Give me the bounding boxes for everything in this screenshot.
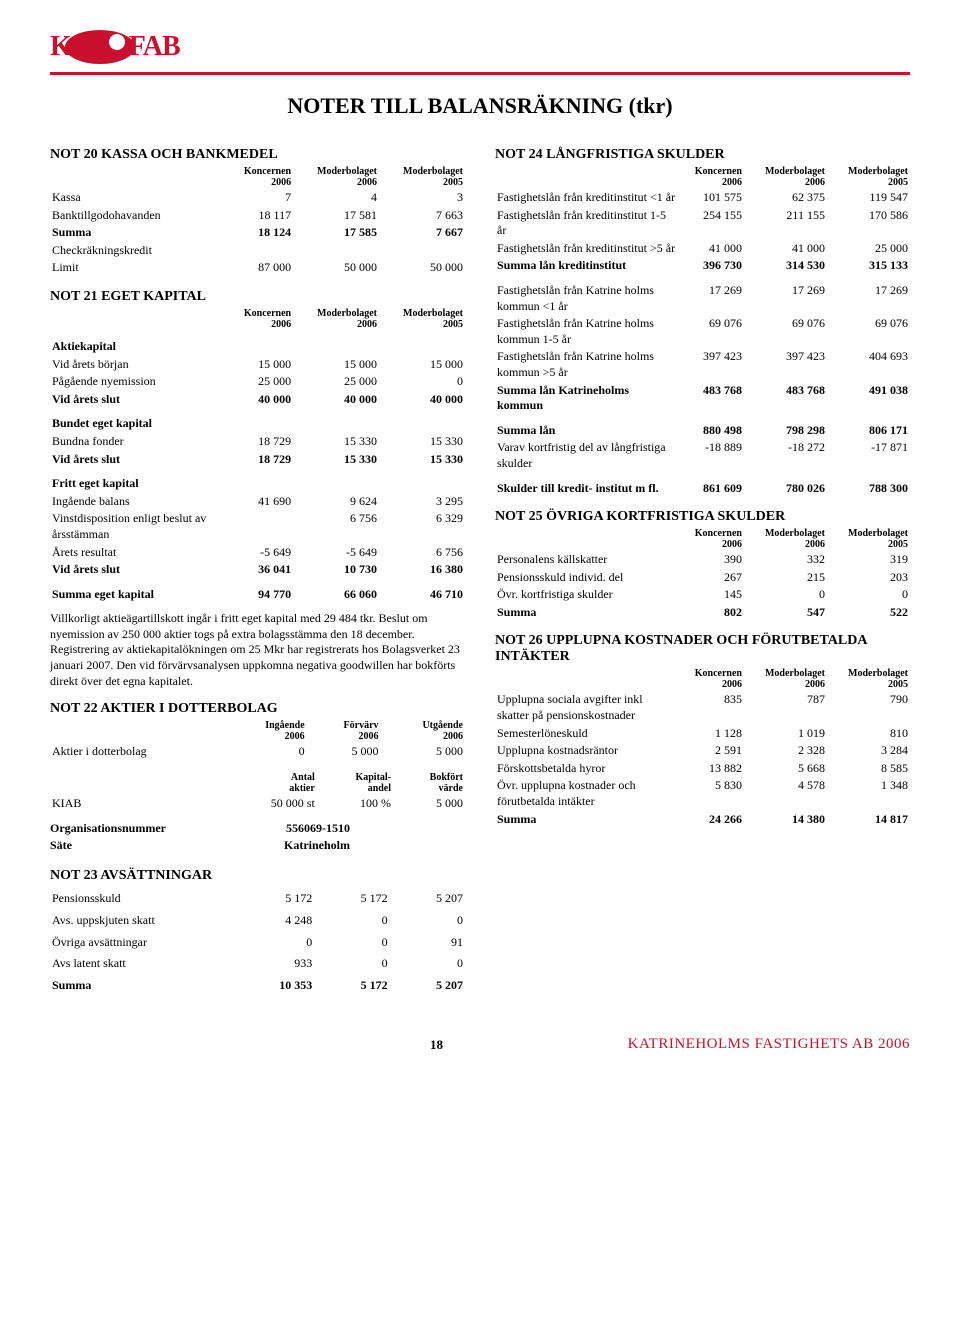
logo: K FAB <box>50 30 180 64</box>
not23-title: NOT 23 AVSÄTTNINGAR <box>50 868 465 884</box>
not26-table: Koncernen2006Moderbolaget2006Moderbolage… <box>495 667 910 828</box>
page-number: 18 <box>430 1037 443 1053</box>
not22-table-b: AntalaktierKapital-andelBokförtvärdeKIAB… <box>50 771 465 813</box>
not24-table: Koncernen2006Moderbolaget2006Moderbolage… <box>495 165 910 497</box>
page-title: NOTER TILL BALANSRÄKNING (tkr) <box>50 93 910 119</box>
footer-brand: KATRINEHOLMS FASTIGHETS AB 2006 <box>628 1036 910 1053</box>
not22-org: Organisationsnummer 556069-1510 <box>50 820 350 837</box>
not22-table-a: Ingående2006Förvärv2006Utgående2006Aktie… <box>50 719 465 761</box>
not21-title: NOT 21 EGET KAPITAL <box>50 289 465 305</box>
not21-table: Koncernen2006Moderbolaget2006Moderbolage… <box>50 307 465 603</box>
not22-title: NOT 22 AKTIER I DOTTERBOLAG <box>50 701 465 717</box>
not23-table: Pensionsskuld5 1725 1725 207Avs. uppskju… <box>50 886 465 994</box>
content-columns: NOT 20 KASSA OCH BANKMEDEL Koncernen2006… <box>50 135 910 1000</box>
not25-title: NOT 25 ÖVRIGA KORTFRISTIGA SKULDER <box>495 509 910 525</box>
logo-icon <box>65 30 135 64</box>
left-column: NOT 20 KASSA OCH BANKMEDEL Koncernen2006… <box>50 135 465 1000</box>
not21-paragraph: Villkorligt aktieägartillskott ingår i f… <box>50 611 465 689</box>
not22-seat: Säte Katrineholm <box>50 837 350 854</box>
not20-title: NOT 20 KASSA OCH BANKMEDEL <box>50 147 465 163</box>
divider <box>50 72 910 75</box>
not25-table: Koncernen2006Moderbolaget2006Moderbolage… <box>495 527 910 621</box>
not24-title: NOT 24 LÅNGFRISTIGA SKULDER <box>495 147 910 163</box>
right-column: NOT 24 LÅNGFRISTIGA SKULDER Koncernen200… <box>495 135 910 1000</box>
footer: 18 KATRINEHOLMS FASTIGHETS AB 2006 <box>50 1030 910 1053</box>
not26-title: NOT 26 UPPLUPNA KOSTNADER OCH FÖRUTBETAL… <box>495 633 910 665</box>
header: K FAB <box>50 30 910 64</box>
not20-table: Koncernen2006Moderbolaget2006Moderbolage… <box>50 165 465 277</box>
